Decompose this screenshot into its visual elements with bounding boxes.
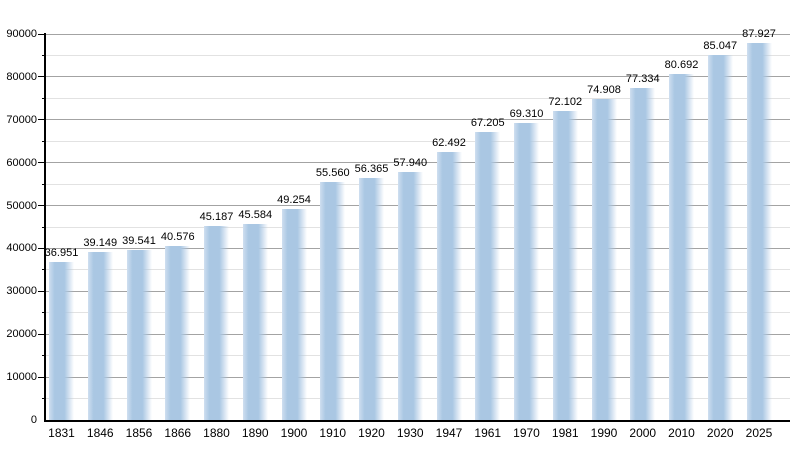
y-tick-label: 40000 <box>6 242 37 255</box>
bar-value-label: 55.560 <box>315 167 350 179</box>
x-tick-label: 1961 <box>474 426 502 440</box>
bar-1831 <box>49 262 74 420</box>
y-tick-label: 90000 <box>6 28 37 40</box>
bar-value-label: 57.940 <box>393 157 428 169</box>
bar-value-label: 39.541 <box>122 235 156 247</box>
x-tick-label: 1930 <box>396 426 424 440</box>
gridline-major <box>46 33 790 35</box>
bar-1910 <box>320 182 346 420</box>
bar-1990 <box>591 99 617 420</box>
x-tick-label: 2010 <box>668 426 695 440</box>
gridline-minor <box>46 97 790 99</box>
bar-1846 <box>87 252 113 420</box>
bar-1880 <box>204 226 229 420</box>
x-tick-label: 1990 <box>590 426 618 440</box>
y-tick-label: 20000 <box>6 328 37 341</box>
x-tick-label: 1920 <box>358 426 385 440</box>
y-tick-label: 10000 <box>6 371 37 384</box>
bar-value-label: 40.576 <box>160 231 195 243</box>
y-tick-label: 60000 <box>6 156 37 169</box>
bar-2010 <box>669 74 694 420</box>
bar-1981 <box>552 111 578 420</box>
bar-value-label: 49.254 <box>277 194 311 206</box>
bar-value-label: 45.584 <box>238 209 273 221</box>
y-tick-major <box>38 205 46 207</box>
x-tick-label: 1947 <box>435 426 463 440</box>
bar-value-label: 36.951 <box>44 247 79 259</box>
x-tick-label: 1890 <box>241 426 269 440</box>
bar-value-label: 85.047 <box>703 40 738 52</box>
x-tick-label: 2000 <box>629 426 657 440</box>
y-tick-major <box>38 162 46 164</box>
y-tick-major <box>38 376 46 378</box>
gridline-major <box>46 119 790 121</box>
bar-1856 <box>126 250 152 420</box>
bar-value-label: 77.334 <box>625 73 660 85</box>
x-tick-label: 1866 <box>164 426 192 440</box>
bar-value-label: 80.692 <box>664 59 699 71</box>
y-axis <box>44 33 46 422</box>
gridline-major <box>46 76 790 78</box>
bar-value-label: 69.310 <box>509 108 544 120</box>
bar-2025 <box>746 43 772 420</box>
bar-1930 <box>397 172 423 420</box>
bar-value-label: 72.102 <box>548 96 583 108</box>
x-tick-label: 1981 <box>551 426 579 440</box>
x-tick-label: 1846 <box>86 426 114 440</box>
bar-1900 <box>281 209 307 420</box>
x-tick-label: 1880 <box>203 426 230 440</box>
x-axis <box>44 420 790 422</box>
y-tick-major <box>38 290 46 292</box>
x-tick-label: 2020 <box>706 426 734 440</box>
x-tick-label: 1856 <box>125 426 153 440</box>
x-tick-label: 1831 <box>48 426 75 440</box>
bar-value-label: 39.149 <box>83 237 118 249</box>
bar-value-label: 56.365 <box>354 163 389 175</box>
gridline-minor <box>46 140 790 142</box>
gridline-minor <box>46 54 790 56</box>
bar-1947 <box>436 152 462 420</box>
y-tick-major <box>38 333 46 335</box>
x-tick-label: 2025 <box>745 426 773 440</box>
bar-value-label: 67.205 <box>470 117 505 129</box>
x-tick-label: 1900 <box>280 426 308 440</box>
bar-value-label: 62.492 <box>432 137 466 149</box>
x-tick-label: 1970 <box>513 426 540 440</box>
gridline-major <box>46 162 790 164</box>
bar-value-label: 74.908 <box>587 84 621 96</box>
bar-value-label: 45.187 <box>199 211 234 223</box>
bar-2020 <box>707 55 733 420</box>
bar-1890 <box>242 224 268 420</box>
y-tick-major <box>38 76 46 78</box>
bar-1970 <box>514 123 539 420</box>
y-tick-label: 70000 <box>6 113 37 126</box>
bar-1920 <box>359 178 384 420</box>
y-tick-major <box>38 33 46 35</box>
y-tick-label: 30000 <box>6 285 37 298</box>
y-tick-major <box>38 247 46 249</box>
y-tick-label: 80000 <box>6 70 37 83</box>
y-tick-label: 50000 <box>6 199 37 212</box>
y-tick-major <box>38 119 46 121</box>
bar-1961 <box>475 132 501 420</box>
bar-2000 <box>630 88 656 420</box>
y-tick-label: 0 <box>30 414 37 426</box>
bar-value-label: 87.927 <box>742 28 776 40</box>
x-tick-label: 1910 <box>319 426 347 440</box>
bar-1866 <box>165 246 191 420</box>
